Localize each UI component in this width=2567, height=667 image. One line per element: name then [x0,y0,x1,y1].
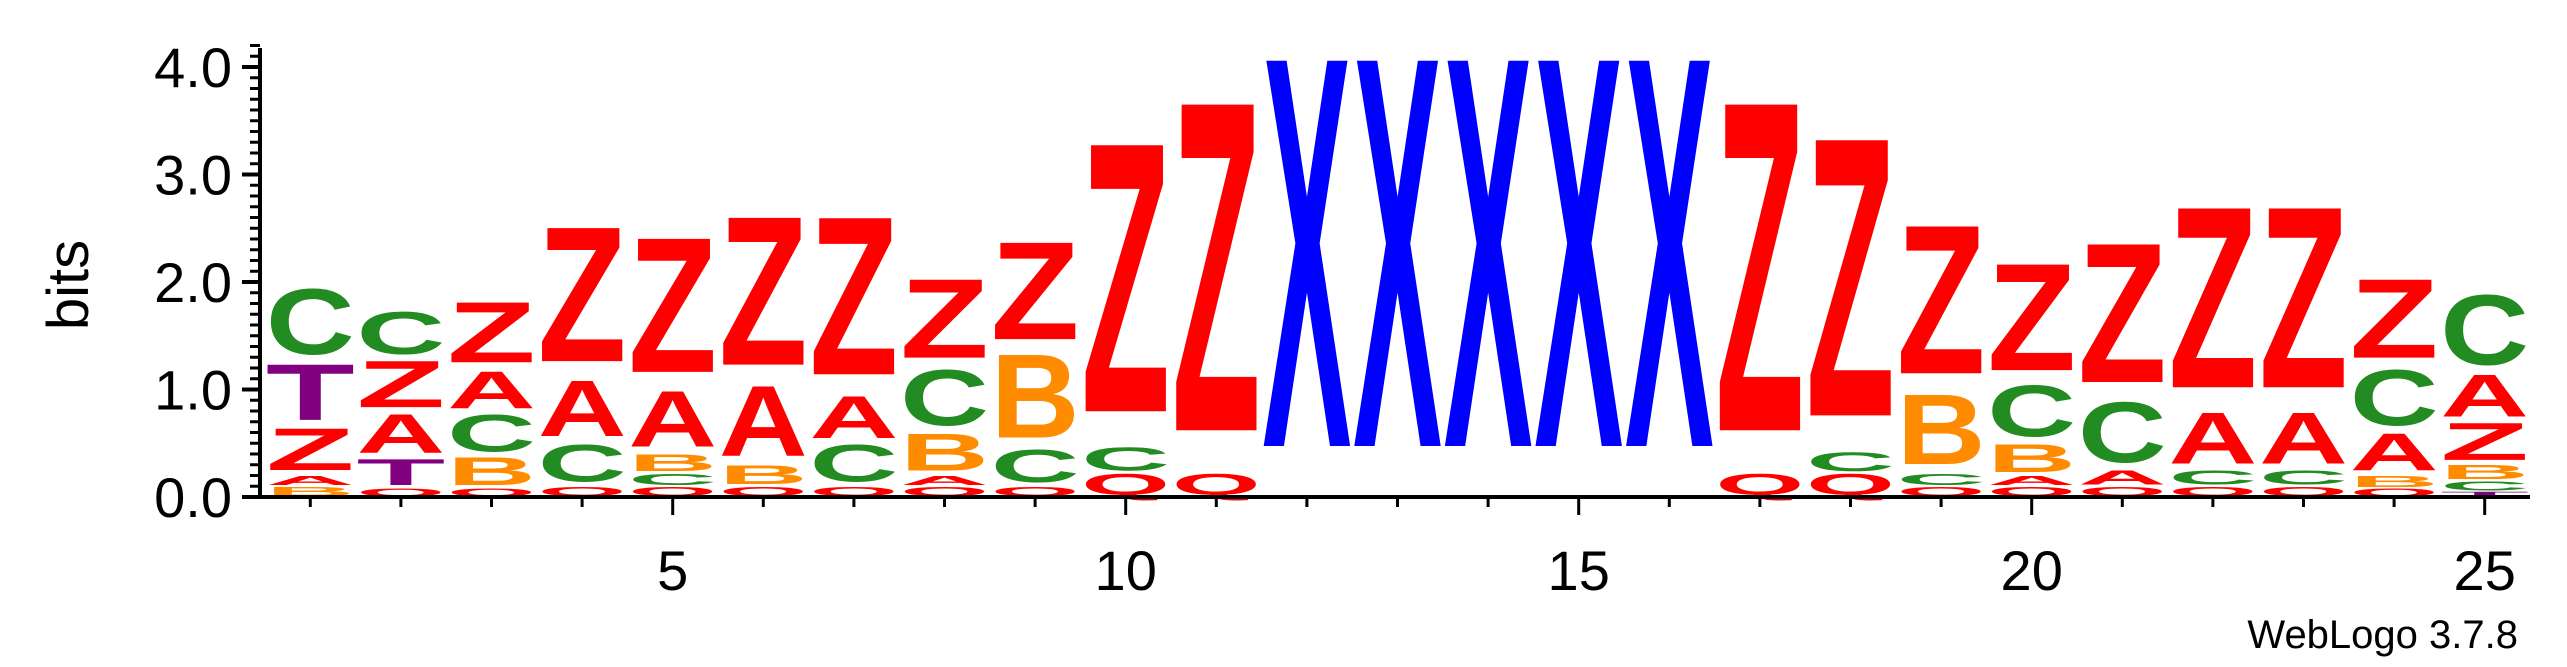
logo-glyph-c: C [991,440,1080,492]
logo-glyph-z: Z [719,172,808,410]
logo-glyph-z: Z [628,198,717,414]
logo-glyph-a: A [628,374,717,463]
logo-glyph-t: T [266,348,355,437]
x-tick-label: 15 [1548,539,1610,602]
logo-glyph-c: C [2350,353,2439,442]
logo-glyph-b: B [628,449,717,476]
logo-glyph-a: A [719,366,808,478]
logo-glyph-q: Q [447,487,536,499]
logo-glyph-c: C [2169,466,2258,488]
logo-glyph-c: C [538,434,627,494]
logo-glyph-z: Z [357,347,446,421]
logo-glyph-a: A [2440,362,2529,429]
logo-glyph-c: C [1897,470,1986,488]
logo-glyph-b: B [991,329,1080,463]
logo-glyph-z: Z [266,416,355,483]
logo-glyph-q: Q [2350,487,2439,499]
logo-glyph-t: T [2440,490,2529,497]
y-tick-label: 3.0 [154,144,232,207]
logo-glyph-z: Z [2169,152,2258,443]
logo-glyph-z: Z [447,285,536,381]
logo-glyphs: BAZTCQTAZCQBCAZQCAZQCBAZQBAZQCAZQABCZQCB… [266,0,2529,566]
y-tick-label: 0.0 [154,466,232,529]
x-tick-label: 10 [1095,539,1157,602]
logo-glyph-z: Z [1081,62,1170,494]
logo-glyph-b: B [2350,473,2439,491]
logo-glyph-z: Z [900,255,989,382]
logo-glyph-c: C [266,270,355,374]
logo-glyph-a: A [266,473,355,488]
logo-glyph-c: C [447,403,536,463]
x-axis-ticks: 5 10 15 20 25 [308,497,2516,602]
y-axis-label: bits [36,240,101,330]
logo-glyph-b: B [1987,436,2076,481]
logo-glyph-b: B [719,460,808,490]
logo-glyph-b: B [900,423,989,483]
logo-glyph-z: Z [538,187,627,403]
y-axis-ticks: 0.0 1.0 2.0 3.0 4.0 [154,36,260,529]
x-tick-label: 20 [2001,539,2063,602]
logo-glyph-x: X [1625,0,1714,566]
logo-glyph-z: Z [1987,232,2076,403]
logo-glyph-x: X [1444,0,1533,566]
logo-glyph-c: C [628,470,717,488]
axes: 0.0 1.0 2.0 3.0 4.0 5 10 15 20 25 bits [36,36,2530,602]
x-tick-label: 25 [2454,539,2516,602]
y-tick-label: 4.0 [154,36,232,99]
logo-glyph-b: B [1897,374,1986,486]
logo-glyph-a: A [2078,466,2167,488]
logo-glyph-c: C [2440,274,2529,386]
logo-glyph-a: A [1987,473,2076,488]
logo-glyph-c: C [2078,384,2167,481]
logo-glyph-c: C [2259,466,2348,488]
logo-glyph-c: C [810,434,899,494]
x-tick-label: 5 [657,539,688,602]
logo-glyph-b: B [447,449,536,494]
logo-glyph-z: Z [1897,180,1986,418]
y-tick-label: 2.0 [154,251,232,314]
logo-glyph-a: A [357,403,446,465]
logo-glyph-c: C [1806,447,1895,477]
logo-glyph-b: B [2440,461,2529,483]
logo-glyph-z: Z [1806,54,1895,501]
logo-glyph-t: T [357,452,446,494]
logo-glyph-c: C [1081,440,1170,477]
logo-glyph-z: Z [2259,152,2348,443]
logo-glyph-a: A [2350,423,2439,483]
logo-glyph-a: A [538,363,627,452]
logo-glyph-a: A [2169,398,2258,480]
logo-glyph-a: A [2259,398,2348,480]
weblogo-credit: WebLogo 3.7.8 [2247,613,2518,657]
logo-glyph-a: A [900,473,989,488]
logo-glyph-z: Z [2440,412,2529,471]
logo-glyph-z: Z [1716,3,1805,532]
logo-glyph-x: X [1534,0,1623,566]
logo-glyph-z: Z [2350,255,2439,382]
logo-glyph-c: C [357,300,446,367]
logo-glyph-a: A [447,360,536,420]
logo-glyph-z: Z [2078,202,2167,425]
logo-glyph-x: X [1263,0,1352,566]
logo-glyph-q: Q [357,487,446,499]
logo-glyph-a: A [810,384,899,451]
logo-glyph-c: C [2440,478,2529,493]
logo-glyph-c: C [900,353,989,442]
logo-glyph-z: Z [991,214,1080,370]
y-tick-label: 1.0 [154,359,232,422]
logo-glyph-b: B [266,484,355,499]
logo-glyph-c: C [1987,371,2076,453]
logo-glyph-x: X [1353,0,1442,566]
logo-glyph-z: Z [810,171,899,423]
logo-glyph-z: Z [1172,3,1261,532]
